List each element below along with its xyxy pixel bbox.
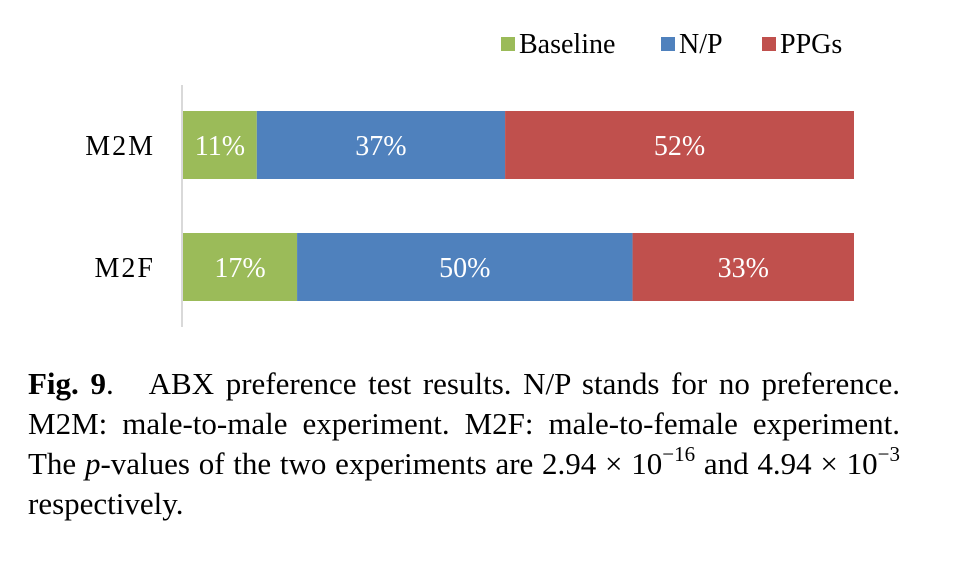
figure-label-punct: . (105, 366, 114, 401)
data-label: 33% (718, 253, 769, 284)
exponent-1: −16 (662, 441, 696, 466)
caption-text-3: and 4.94 × 10 (695, 446, 878, 481)
legend-swatch (661, 37, 675, 51)
p-symbol: p (84, 446, 101, 481)
data-label: 52% (654, 131, 705, 162)
legend-label: N/P (679, 29, 723, 60)
bars: 11% 37% 52% 17% 50% 33% (183, 111, 854, 301)
legend: Baseline N/P PPGs (501, 29, 842, 60)
bar-ppgs-m2f (632, 233, 854, 301)
figure-caption: Fig. 9. ABX preference test results. N/P… (28, 364, 900, 524)
caption-text-2: -values of the two experiments are 2.94 … (100, 446, 663, 481)
bar-n-p-m2m (256, 111, 506, 179)
legend-label: Baseline (519, 29, 615, 60)
bar-ppgs-m2m (505, 111, 854, 179)
category-tick-labels: M2M M2F (85, 131, 155, 284)
data-label: 50% (439, 253, 490, 284)
stacked-bar-chart: Baseline N/P PPGs 11% 37% 52%17% 50% 33% M2MM2… (85, 29, 854, 327)
exponent-2: −3 (877, 441, 900, 466)
data-label: 37% (355, 131, 406, 162)
category-tick-label: M2M (85, 131, 155, 162)
legend-label: PPGs (780, 29, 842, 60)
data-label: 17% (214, 253, 265, 284)
data-label: 11% (195, 131, 245, 162)
bar-n-p-m2f (297, 233, 633, 301)
caption-text-1: ABX preference test results. N/P stands … (28, 366, 900, 481)
figure-label: Fig. 9 (28, 366, 106, 401)
bar-baseline-m2m (183, 111, 257, 179)
bar-baseline-m2f (183, 233, 298, 301)
legend-swatch (762, 37, 776, 51)
caption-text-4: respectively. (28, 486, 184, 521)
legend-swatch (501, 37, 515, 51)
category-tick-label: M2F (95, 253, 155, 284)
